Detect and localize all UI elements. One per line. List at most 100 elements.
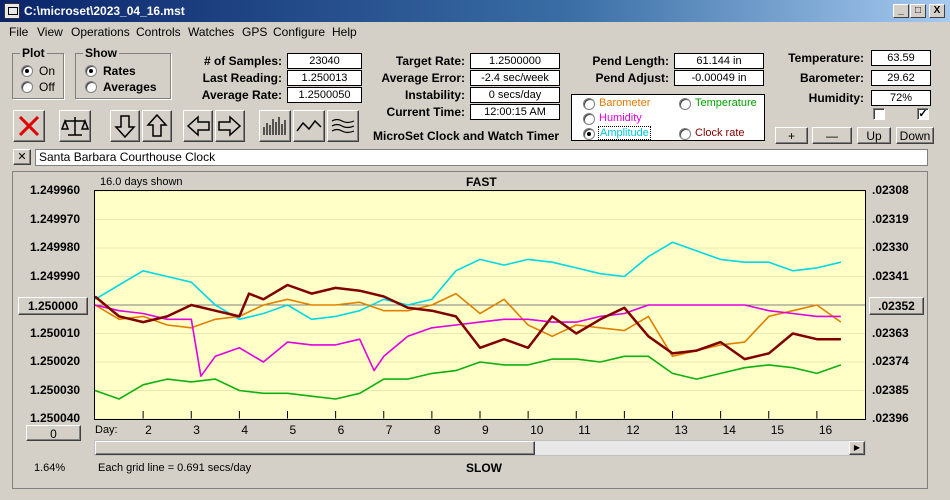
up-button[interactable]: Up [857,127,891,144]
temperature-radio[interactable] [679,98,691,110]
right-axis-tick: .02330 [872,240,909,254]
left-axis-tick: 1.249970 [30,211,81,226]
minimize-button[interactable]: _ [893,4,909,18]
checkbox-left[interactable] [873,108,885,120]
humidity-label: Humidity: [808,91,864,105]
down-button[interactable]: Down [896,127,934,144]
balance-icon[interactable] [59,110,91,142]
show-group [75,53,171,99]
show-averages-label: Averages [103,80,157,94]
temperature-option-label: Temperature [695,97,757,109]
series-temperature [94,355,842,400]
barometer-radio[interactable] [583,98,595,110]
day-tick-label: 16 [818,423,833,437]
barometer-field: 29.62 [871,70,931,86]
lines-icon[interactable] [327,110,359,142]
average-error-field: -2.4 sec/week [470,70,560,86]
maximize-button[interactable]: □ [910,4,926,18]
series-amplitude [94,241,842,321]
menu-configure[interactable]: Configure [273,25,326,39]
pend-adjust-field[interactable]: -0.00049 in [674,70,764,86]
left-axis-tick: 1.249980 [30,240,81,254]
bars-icon[interactable] [259,110,291,142]
day-prefix: Day: [95,424,118,436]
right-axis-tick: .02385 [872,382,909,397]
right-axis-tick: .02308 [872,183,909,197]
day-tick-label: 3 [193,423,200,437]
window-title: C:\microset\2023_04_16.mst [24,4,185,18]
checkbox-right[interactable]: ✓ [917,108,929,120]
plot-on-label: On [39,64,56,78]
fast-label: FAST [466,175,497,189]
day-tick-label: 10 [530,423,544,437]
menu-help[interactable]: Help [332,25,357,39]
menu-controls[interactable]: Controls [136,25,181,39]
day-tick-label: 11 [578,423,591,437]
grid-note: Each grid line = 0.691 secs/day [98,462,252,474]
menu-file[interactable]: File [9,25,29,39]
menu-gps[interactable]: GPS [242,25,268,39]
plot-off-radio[interactable] [21,81,33,93]
title-bar: C:\microset\2023_04_16.mst _ □ X [0,0,950,22]
barometer-label: Barometer: [799,71,864,85]
clear-clock-name-button[interactable]: ✕ [13,149,31,165]
day-tick-label: 4 [241,423,249,437]
instability-field: 0 secs/day [470,87,560,103]
stop-icon[interactable] [13,110,45,142]
plot-group-title: Plot [20,46,47,60]
day-tick-label: 9 [482,423,489,437]
show-rates-radio[interactable] [85,65,97,77]
scrollbar-thumb[interactable] [95,441,535,455]
minus-button[interactable]: — [812,127,852,144]
left-axis-tick: 1.250020 [30,354,81,368]
menu-view[interactable]: View [37,25,63,39]
humidity-radio[interactable] [583,113,595,125]
days-shown-label: 16.0 days shown [100,176,183,188]
right-reference-button[interactable]: .02352 [869,297,924,315]
series-barometer [94,292,842,358]
day-tick-label: 6 [337,423,345,437]
menu-operations[interactable]: Operations [71,25,130,39]
target-rate-field[interactable]: 1.2500000 [470,53,560,69]
amplitude-radio[interactable] [583,128,595,140]
samples-label: # of Samples: [203,54,282,68]
arrow-down-icon[interactable] [110,110,140,142]
arrow-up-icon[interactable] [142,110,172,142]
arrow-right-icon[interactable] [215,110,245,142]
clock-name-field[interactable]: Santa Barbara Courthouse Clock [35,149,928,166]
menu-watches[interactable]: Watches [188,25,235,39]
day-tick-label: 2 [145,423,152,437]
chart-frame [12,171,928,489]
percent-label: 1.64% [34,462,66,474]
average-rate-label: Average Rate: [201,88,282,102]
scroll-right-arrow-icon[interactable]: ▶ [849,441,865,455]
temperature-field: 63.59 [871,50,931,66]
chart-svg [94,190,865,420]
plot-area [94,190,866,420]
plus-button[interactable]: + [775,127,808,144]
amplitude-option-label: Amplitude [598,126,651,140]
left-axis-tick: 1.249990 [30,268,81,283]
left-reference-button[interactable]: 1.250000 [18,297,88,315]
zero-button[interactable]: 0 [26,425,81,441]
pend-length-field[interactable]: 61.144 in [674,53,764,69]
last-reading-label: Last Reading: [202,71,282,85]
target-rate-label: Target Rate: [395,54,465,68]
day-tick-label: 7 [385,423,393,437]
series-selector [571,94,765,141]
close-button[interactable]: X [929,4,945,18]
current-time-field: 12:00:15 AM [470,104,560,120]
average-error-label: Average Error: [381,71,465,85]
horizontal-scrollbar[interactable]: ▶ [94,440,866,456]
clock-rate-radio[interactable] [679,128,691,140]
show-averages-radio[interactable] [85,81,97,93]
pend-adjust-label: Pend Adjust: [595,71,669,85]
barometer-option-label: Barometer [599,97,651,109]
plot-off-label: Off [39,80,55,94]
wave-icon[interactable] [293,110,325,142]
arrow-left-icon[interactable] [183,110,213,142]
plot-on-radio[interactable] [21,65,33,77]
average-rate-field: 1.2500050 [287,87,362,103]
day-tick-label: 14 [722,423,736,437]
show-group-title: Show [83,46,119,60]
